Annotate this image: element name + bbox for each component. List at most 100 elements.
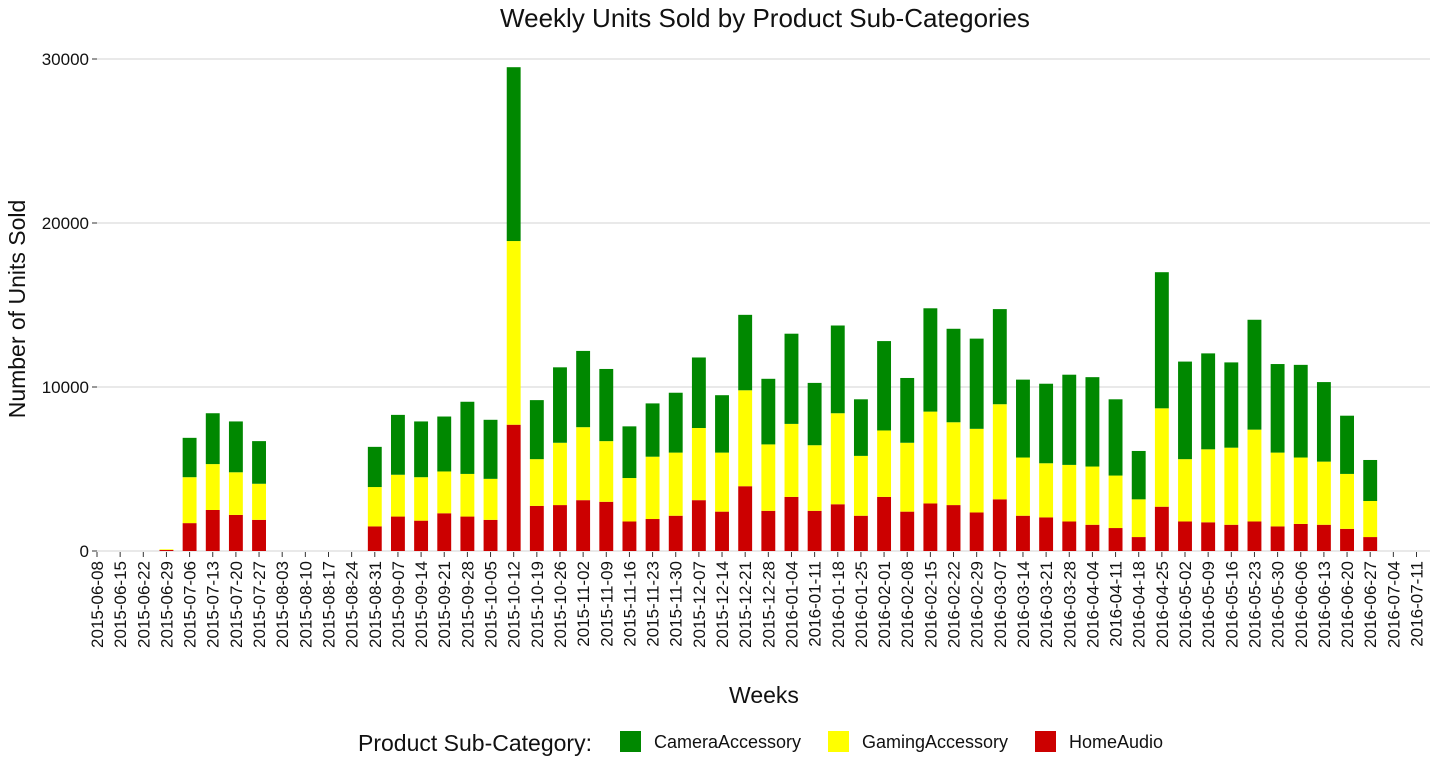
bar-cameraaccessory-2016-05-09 [1201,353,1216,450]
bar-homeaudio-2016-06-27 [1363,537,1378,551]
bar-gamingaccessory-2015-07-20 [228,472,243,515]
legend-label-homeaudio: HomeAudio [1069,732,1163,752]
bar-cameraaccessory-2015-07-06 [182,437,197,478]
bar-homeaudio-2015-09-21 [437,513,452,551]
bar-homeaudio-2015-08-31 [367,526,382,551]
x-tick-label: 2016-03-21 [1037,561,1056,648]
bar-gamingaccessory-2015-09-07 [390,474,405,517]
x-tick-label: 2015-11-09 [597,561,616,647]
bar-cameraaccessory-2015-07-13 [205,413,220,465]
x-tick-label: 2015-09-07 [389,561,408,648]
bar-cameraaccessory-2015-09-21 [437,416,452,472]
bar-homeaudio-2016-04-25 [1154,506,1169,551]
bar-homeaudio-2016-01-11 [807,510,822,551]
bar-cameraaccessory-2015-10-26 [553,367,567,443]
x-tick-label: 2016-07-11 [1408,561,1427,647]
bar-homeaudio-2015-09-14 [414,520,429,551]
x-tick-label: 2016-02-22 [945,561,964,648]
bar-homeaudio-2015-09-28 [460,516,475,551]
x-tick-label: 2016-03-28 [1060,561,1079,648]
bar-homeaudio-2016-02-08 [900,511,915,551]
bar-cameraaccessory-2016-03-28 [1062,374,1077,465]
bar-homeaudio-2016-05-16 [1224,524,1239,551]
bar-gamingaccessory-2015-08-31 [367,487,382,527]
x-tick-label: 2016-06-27 [1361,561,1380,648]
bar-gamingaccessory-2015-10-26 [553,442,567,506]
bar-homeaudio-2015-10-26 [553,505,567,551]
x-tick-label: 2015-08-10 [296,561,315,648]
x-tick-label: 2015-06-08 [88,561,107,648]
x-tick-label: 2016-04-11 [1107,561,1126,647]
bar-cameraaccessory-2016-06-13 [1316,382,1331,462]
bar-cameraaccessory-2015-10-19 [529,400,544,460]
bar-cameraaccessory-2015-07-20 [228,421,243,473]
bar-cameraaccessory-2015-11-23 [645,403,660,457]
bar-cameraaccessory-2016-05-23 [1247,319,1262,430]
legend-label-gamingaccessory: GamingAccessory [862,732,1008,752]
bar-gamingaccessory-2016-05-30 [1270,452,1285,527]
y-tick-label: 20000 [42,214,89,233]
x-tick-label: 2016-01-04 [782,561,801,648]
bar-gamingaccessory-2016-03-14 [1016,457,1030,516]
x-tick-label: 2015-10-12 [505,561,524,648]
bar-gamingaccessory-2015-12-21 [738,390,753,487]
bar-homeaudio-2016-02-01 [877,496,892,551]
x-tick-label: 2015-11-23 [644,561,663,647]
bar-homeaudio-2015-07-06 [182,523,197,551]
x-tick-label: 2016-04-04 [1083,561,1102,648]
bar-homeaudio-2015-11-02 [576,500,591,551]
bar-gamingaccessory-2015-07-27 [252,483,266,520]
bar-gamingaccessory-2016-01-04 [784,423,799,497]
legend-title: Product Sub-Category: [358,730,592,756]
bar-homeaudio-2016-04-18 [1131,537,1146,551]
x-tick-label: 2016-06-13 [1315,561,1334,648]
bar-gamingaccessory-2015-07-06 [182,477,197,524]
bar-homeaudio-2015-09-07 [390,516,405,551]
x-tick-label: 2016-02-01 [875,561,894,648]
bar-cameraaccessory-2016-06-06 [1293,364,1308,458]
bar-homeaudio-2016-05-30 [1270,526,1285,551]
bar-homeaudio-2016-06-13 [1316,524,1331,551]
bar-homeaudio-2016-02-15 [923,503,938,551]
bar-gamingaccessory-2016-06-20 [1340,473,1354,529]
x-tick-label: 2016-06-06 [1292,561,1311,648]
x-tick-label: 2015-08-24 [343,561,362,648]
bar-gamingaccessory-2016-01-25 [853,455,868,516]
bar-homeaudio-2016-01-18 [830,504,845,551]
y-tick-label: 0 [80,542,89,561]
bar-homeaudio-2016-05-23 [1247,521,1262,551]
chart-title: Weekly Units Sold by Product Sub-Categor… [500,3,1030,33]
bar-cameraaccessory-2016-01-04 [784,333,799,424]
bar-gamingaccessory-2016-01-18 [830,413,845,505]
x-tick-label: 2015-10-19 [528,561,547,648]
bar-homeaudio-2015-07-13 [205,510,220,551]
x-tick-label: 2016-02-08 [898,561,917,648]
bar-homeaudio-2015-11-30 [668,515,683,551]
bar-cameraaccessory-2016-02-08 [900,377,915,443]
bar-gamingaccessory-2016-04-25 [1154,408,1169,507]
bar-gamingaccessory-2016-02-22 [946,422,961,506]
bar-homeaudio-2015-10-05 [483,519,498,551]
bar-homeaudio-2015-12-28 [761,510,776,551]
bar-cameraaccessory-2016-01-18 [830,325,845,414]
bar-cameraaccessory-2016-04-25 [1154,272,1169,409]
bar-gamingaccessory-2015-09-21 [437,471,452,514]
bar-cameraaccessory-2015-11-09 [599,368,614,442]
y-tick-label: 30000 [42,50,89,69]
bar-cameraaccessory-2016-05-02 [1178,361,1192,460]
x-tick-label: 2016-04-18 [1130,561,1149,648]
x-tick-label: 2016-04-25 [1153,561,1172,648]
bar-gamingaccessory-2016-02-29 [969,428,984,513]
x-tick-label: 2015-07-13 [204,561,223,648]
bar-cameraaccessory-2016-06-20 [1340,415,1354,474]
bar-homeaudio-2016-01-04 [784,496,799,551]
x-tick-label: 2015-08-03 [273,561,292,648]
legend-label-cameraaccessory: CameraAccessory [654,732,801,752]
legend: Product Sub-Category: CameraAccessory Gam… [358,730,1163,756]
x-tick-label: 2015-08-17 [319,561,338,648]
bar-homeaudio-2016-03-21 [1039,517,1054,551]
x-tick-label: 2015-11-30 [667,561,686,647]
bar-gamingaccessory-2015-12-28 [761,444,776,511]
bar-gamingaccessory-2015-09-14 [414,477,429,521]
